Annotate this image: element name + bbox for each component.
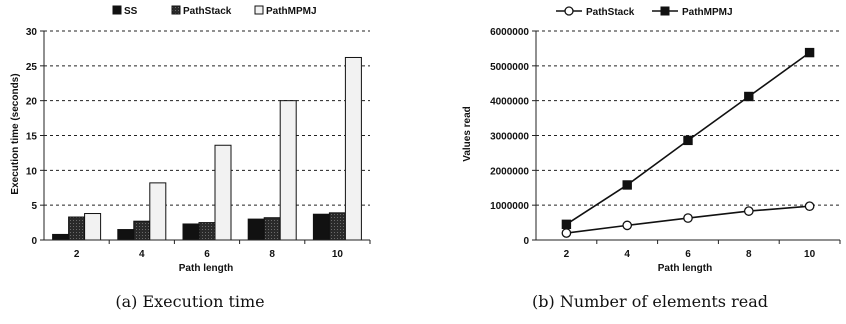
- chart-a-x-ticks: 2 4 6 8 10: [74, 249, 344, 260]
- y-tick-label: 4000000: [490, 97, 529, 108]
- chart-a-caption: (a) Execution time: [115, 292, 264, 311]
- bar-pathstack: [328, 212, 346, 241]
- chart-b-y-ticks: 0 1000000 2000000 3000000 4000000 5000000 6000…: [490, 27, 529, 247]
- legend-swatch: [171, 5, 181, 15]
- chart-a-y-ticks: 0 5 10 15 20 25 30: [26, 27, 38, 247]
- x-tick-label: 2: [74, 249, 80, 260]
- legend-marker: [564, 6, 574, 16]
- x-tick-label: 4: [624, 249, 630, 260]
- point-pathmpmj: [744, 91, 754, 102]
- point-pathstack: [561, 228, 572, 238]
- chart-b-axes: [532, 30, 841, 244]
- point-pathmpmj: [683, 135, 693, 146]
- point-pathstack: [804, 201, 815, 212]
- bar-pathmpmj: [214, 144, 232, 241]
- legend-label: PathMPMJ: [266, 6, 317, 17]
- point-pathmpmj: [804, 47, 815, 58]
- y-tick-label: 10: [26, 166, 38, 177]
- bar-ss: [117, 229, 135, 241]
- chart-b-caption: (b) Number of elements read: [532, 292, 768, 311]
- x-tick-label: 4: [139, 249, 145, 260]
- y-tick-label: 0: [31, 236, 37, 247]
- point-pathstack: [683, 213, 693, 223]
- point-pathmpmj: [561, 219, 572, 230]
- chart-a-bars: [52, 56, 362, 241]
- x-tick-label: 8: [746, 249, 752, 260]
- point-pathstack: [622, 220, 633, 231]
- legend-swatch: [254, 5, 264, 15]
- x-tick-label: 6: [685, 249, 691, 260]
- chart-a-gridlines: [44, 30, 370, 206]
- x-tick-label: 10: [332, 249, 344, 260]
- chart-a-axes: [40, 30, 371, 244]
- y-tick-label: 3000000: [490, 132, 529, 143]
- chart-b-points: [561, 47, 815, 238]
- legend-label: PathStack: [586, 7, 635, 18]
- bar-pathstack: [263, 217, 281, 241]
- y-tick-label: 2000000: [490, 166, 529, 177]
- bar-pathstack: [198, 222, 216, 241]
- chart-b-x-axis-title: Path length: [658, 263, 712, 274]
- legend-swatch: [112, 5, 122, 15]
- chart-a-y-axis-title: Execution time (seconds): [10, 73, 21, 194]
- chart-b-x-ticks: 2 4 6 8 10: [564, 249, 816, 260]
- bar-ss: [247, 218, 265, 241]
- bar-ss: [52, 233, 70, 241]
- y-tick-label: 25: [26, 62, 38, 73]
- x-tick-label: 6: [204, 249, 210, 260]
- x-tick-label: 8: [269, 249, 275, 260]
- bar-pathmpmj: [279, 100, 297, 241]
- legend-label: SS: [124, 6, 138, 17]
- y-tick-label: 30: [26, 27, 38, 38]
- bar-pathmpmj: [344, 56, 362, 241]
- legend-label: PathStack: [183, 6, 232, 17]
- point-pathstack: [743, 206, 754, 216]
- y-tick-label: 5000000: [490, 62, 529, 73]
- y-tick-label: 5: [31, 201, 37, 212]
- y-tick-label: 6000000: [490, 27, 529, 38]
- bar-pathmpmj: [149, 182, 167, 241]
- x-tick-label: 10: [804, 249, 816, 260]
- chart-b-y-axis-title: Values read: [462, 106, 473, 162]
- elements-read-chart: 0 1000000 2000000 3000000 4000000 5000000 6000…: [462, 6, 841, 311]
- bar-ss: [312, 213, 330, 241]
- legend-label: PathMPMJ: [682, 7, 733, 18]
- legend-marker: [660, 6, 670, 16]
- bar-pathmpmj: [84, 213, 102, 241]
- bar-pathstack: [133, 220, 151, 241]
- chart-b-legend: PathStack PathMPMJ: [556, 6, 733, 18]
- chart-a-legend: SS PathStack PathMPMJ: [112, 5, 317, 17]
- x-tick-label: 2: [564, 249, 570, 260]
- chart-a-x-axis-title: Path length: [179, 263, 233, 274]
- bar-pathstack: [68, 216, 86, 241]
- point-pathmpmj: [622, 180, 632, 190]
- y-tick-label: 1000000: [490, 201, 529, 212]
- y-tick-label: 20: [26, 97, 38, 108]
- chart-b-gridlines: [536, 30, 840, 206]
- bar-ss: [182, 223, 200, 241]
- y-tick-label: 0: [523, 236, 529, 247]
- y-tick-label: 15: [26, 132, 38, 143]
